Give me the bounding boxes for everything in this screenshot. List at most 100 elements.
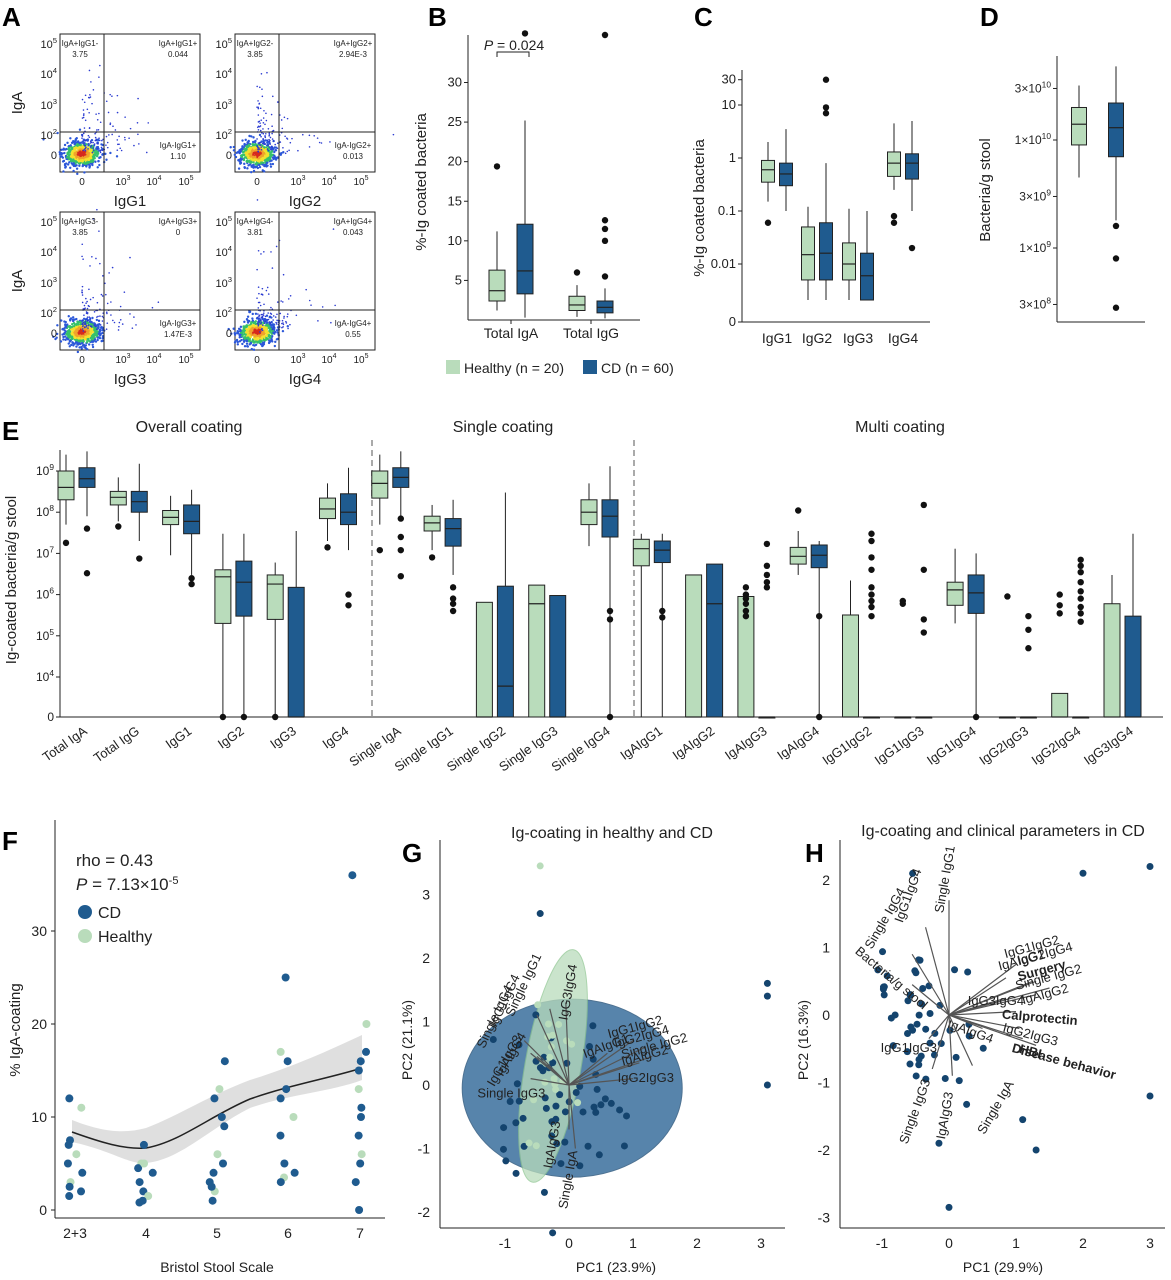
sparse-dot (99, 121, 102, 124)
density-dot (255, 149, 258, 152)
sparse-dot (310, 304, 312, 306)
sparse-dot (280, 119, 283, 121)
sparse-dot (269, 143, 271, 145)
loading-vector (948, 980, 1037, 1016)
point-cd (590, 1103, 598, 1111)
density-dot (258, 151, 262, 154)
sparse-dot (266, 71, 268, 74)
sparse-dot (261, 316, 264, 319)
sparse-dot (258, 321, 260, 324)
outlier-point (890, 219, 898, 226)
sparse-dot (112, 319, 114, 322)
density-dot (247, 319, 250, 323)
density-dot (245, 339, 248, 342)
y-tick-label: -2 (818, 1142, 831, 1158)
flow-x-tick: 103 (115, 353, 130, 366)
sparse-dot (256, 323, 259, 325)
point-healthy (530, 1096, 538, 1104)
density-dot (252, 343, 255, 347)
box-iqr (842, 614, 859, 718)
x-tick-label: IgG2 (215, 723, 247, 751)
sparse-dot (111, 266, 114, 269)
point-cd (579, 1108, 587, 1116)
sparse-dot (267, 144, 269, 147)
panel-label-d: D (980, 2, 999, 32)
density-dot (59, 340, 63, 343)
sparse-dot (93, 311, 96, 313)
x-tick-label: Total IgG (563, 325, 619, 341)
sparse-dot (90, 140, 92, 142)
density-dot (267, 341, 271, 345)
box-healthy (568, 269, 586, 317)
point-cd (139, 1140, 148, 1149)
sparse-dot (86, 108, 89, 111)
density-dot (263, 327, 266, 330)
outlier-point (345, 591, 352, 598)
y-axis-label: PC2 (21.1%) (399, 1000, 415, 1080)
sparse-dot (105, 144, 107, 146)
sparse-dot (271, 125, 273, 127)
sparse-dot (263, 109, 265, 112)
density-dot (246, 167, 249, 170)
density-dot (77, 342, 81, 345)
sparse-dot (256, 199, 259, 201)
panel-h: -3 -2 -1 0 1 2 -1 0 1 2 3 PC1 (29.9%) PC2 (16.3%) Ig-… (795, 823, 1165, 1275)
density-dot (269, 165, 273, 168)
density-dot (260, 337, 264, 340)
density-dot (83, 171, 86, 174)
gate-value-ur: 0.044 (168, 50, 189, 59)
y-tick-label: 30 (31, 923, 47, 939)
point-cd (922, 1025, 930, 1033)
loading-vector (948, 1014, 1037, 1046)
point-cd (542, 1104, 550, 1112)
sparse-dot (83, 304, 86, 307)
legend-swatch-healthy (446, 360, 460, 374)
outlier-point (659, 607, 666, 615)
box-iqr (905, 153, 919, 180)
sparse-dot (94, 324, 97, 326)
density-dot (81, 151, 84, 155)
density-dot (89, 331, 92, 334)
sparse-dot (86, 316, 89, 318)
x-tick-label: 5 (213, 1225, 221, 1241)
density-dot (82, 317, 86, 320)
vector-label: Single IgG3 (896, 1077, 933, 1146)
density-dot (73, 159, 76, 163)
outlier-point (763, 562, 771, 570)
box-healthy (842, 208, 856, 300)
density-dot (78, 346, 81, 349)
density-dot (243, 345, 247, 348)
density-dot (249, 160, 252, 164)
density-dot (250, 135, 253, 138)
density-dot (230, 332, 233, 335)
density-dot (248, 134, 251, 138)
sparse-dot (268, 134, 271, 136)
y-tick-label: 3×109 (1019, 187, 1051, 203)
point-cd (64, 1140, 73, 1149)
sparse-dot (301, 133, 304, 136)
density-dot (241, 334, 244, 338)
density-dot (77, 147, 80, 150)
y-axis-label: % IgA-coating (7, 983, 24, 1076)
sparse-dot (282, 146, 284, 149)
sparse-dot (129, 313, 131, 315)
density-dot (101, 331, 104, 335)
legend-dot-cd (78, 905, 92, 919)
sparse-dot (84, 144, 86, 147)
sparse-dot (89, 96, 92, 98)
point-cd (506, 1097, 514, 1105)
density-dot (84, 158, 87, 161)
point-cd (512, 1169, 520, 1177)
x-tick-label: Total IgG (91, 723, 142, 765)
y-tick-label: 109 (36, 462, 54, 478)
gate-value-lr: 1.10 (170, 152, 186, 161)
x-tick-label: IgG3 (267, 723, 299, 751)
outlier-point (601, 31, 609, 39)
sparse-dot (265, 119, 268, 122)
density-dot (86, 149, 89, 152)
sparse-dot (267, 312, 269, 314)
outlier-point (816, 612, 823, 620)
box-cd (810, 540, 828, 721)
point-cd (220, 1122, 229, 1131)
sparse-dot (123, 136, 126, 139)
